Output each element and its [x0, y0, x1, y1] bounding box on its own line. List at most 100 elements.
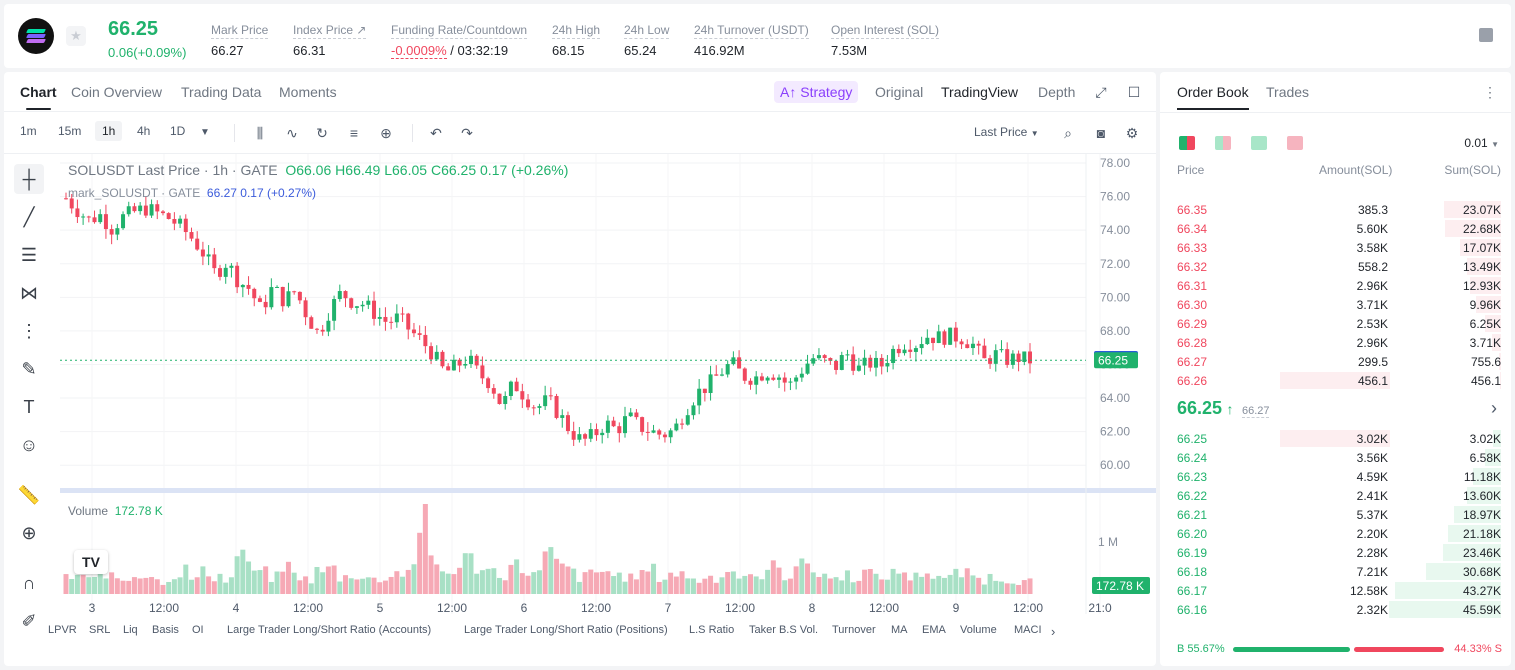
- ask-row[interactable]: 66.35 385.3 23.07K: [1160, 200, 1511, 219]
- ask-row[interactable]: 66.31 2.96K 12.93K: [1160, 276, 1511, 295]
- row-sum: 17.07K: [1462, 241, 1501, 255]
- ruler-icon[interactable]: 📏: [17, 485, 41, 505]
- bid-row[interactable]: 66.16 2.32K 45.59K: [1160, 600, 1511, 619]
- ask-row[interactable]: 66.33 3.58K 17.07K: [1160, 238, 1511, 257]
- favorite-star-icon[interactable]: ★: [66, 26, 86, 46]
- indicator-macd[interactable]: MACI: [1014, 624, 1042, 636]
- crosshair-icon[interactable]: ┼: [14, 164, 44, 194]
- fib-icon[interactable]: ⋮: [20, 321, 38, 341]
- view-both-icon[interactable]: [1179, 136, 1195, 150]
- strategy-button[interactable]: A↑ Strategy: [774, 81, 859, 103]
- indicator-ls-ratio[interactable]: L.S Ratio: [689, 624, 735, 636]
- ask-row[interactable]: 66.26 456.1 456.1: [1160, 371, 1511, 390]
- indicator-basis[interactable]: Basis: [152, 624, 179, 636]
- view-asks-icon[interactable]: [1287, 136, 1303, 150]
- timeframe-dropdown-icon[interactable]: ▼: [200, 127, 210, 138]
- tradingview-logo-icon[interactable]: TV: [74, 550, 108, 574]
- settings-gear-icon[interactable]: ⚙: [1125, 125, 1139, 141]
- candle-body: [993, 350, 998, 364]
- pattern-icon[interactable]: ⋈: [20, 283, 38, 303]
- chevron-right-icon[interactable]: ›: [1491, 398, 1497, 418]
- volume-bar: [171, 579, 177, 594]
- indicator-volume[interactable]: Volume: [960, 624, 997, 636]
- volume-bar: [143, 577, 149, 594]
- tab-trades[interactable]: Trades: [1266, 84, 1310, 100]
- precision-select[interactable]: 0.01 ▼: [1464, 136, 1499, 150]
- bid-row[interactable]: 66.18 7.21K 30.68K: [1160, 562, 1511, 581]
- timeframe-4h[interactable]: 4h: [137, 124, 151, 138]
- candle-type-icon[interactable]: ⫼: [256, 125, 264, 141]
- tab-chart[interactable]: Chart: [20, 84, 57, 110]
- emoji-icon[interactable]: ☺: [19, 435, 39, 455]
- edit-lock-icon[interactable]: ✐: [21, 611, 37, 631]
- templates-icon[interactable]: ≡: [349, 125, 359, 141]
- indicator-srl[interactable]: SRL: [89, 624, 111, 636]
- trend-line-icon[interactable]: ╱: [23, 207, 35, 227]
- ask-row[interactable]: 66.34 5.60K 22.68K: [1160, 219, 1511, 238]
- add-indicator-icon[interactable]: ⊕: [380, 125, 392, 141]
- horizontal-lines-icon[interactable]: ☰: [20, 245, 38, 265]
- candle-body: [1028, 351, 1032, 364]
- magnet-icon[interactable]: ∩: [22, 573, 36, 593]
- volume-bar: [428, 555, 434, 594]
- tab-trading-data[interactable]: Trading Data: [181, 84, 262, 100]
- more-options-icon[interactable]: ⋮: [1483, 84, 1497, 100]
- ask-row[interactable]: 66.30 3.71K 9.96K: [1160, 295, 1511, 314]
- volume-bar: [502, 580, 508, 594]
- view-bids-icon[interactable]: [1251, 136, 1267, 150]
- tab-original[interactable]: Original: [875, 84, 924, 100]
- price-type-select[interactable]: Last Price ▼: [974, 125, 1039, 139]
- bid-row[interactable]: 66.23 4.59K 11.18K: [1160, 467, 1511, 486]
- expand-icon[interactable]: ⤢: [1095, 84, 1107, 100]
- ask-row[interactable]: 66.32 558.2 13.49K: [1160, 257, 1511, 276]
- bid-row[interactable]: 66.25 3.02K 3.02K: [1160, 429, 1511, 448]
- guide-book-icon[interactable]: [1479, 28, 1493, 42]
- indicator-ema[interactable]: EMA: [922, 624, 946, 636]
- search-icon[interactable]: ⌕: [1064, 125, 1072, 141]
- indicator-taker-vol[interactable]: Taker B.S Vol.: [749, 624, 819, 636]
- window-icon[interactable]: ☐: [1127, 84, 1141, 100]
- indicator-ma[interactable]: MA: [891, 624, 908, 636]
- brush-icon[interactable]: ✎: [21, 359, 37, 379]
- indicator-oi[interactable]: OI: [192, 624, 204, 636]
- indicator-turnover[interactable]: Turnover: [832, 624, 876, 636]
- ask-row[interactable]: 66.28 2.96K 3.71K: [1160, 333, 1511, 352]
- camera-icon[interactable]: ◙: [1096, 125, 1106, 141]
- indicator-lt-positions[interactable]: Large Trader Long/Short Ratio (Positions…: [464, 624, 668, 636]
- bid-row[interactable]: 66.24 3.56K 6.58K: [1160, 448, 1511, 467]
- redo-icon[interactable]: ↷: [461, 125, 473, 141]
- view-split-icon[interactable]: [1215, 136, 1231, 150]
- tab-depth[interactable]: Depth: [1038, 84, 1076, 100]
- undo-icon[interactable]: ↶: [430, 125, 442, 141]
- chevron-right-icon[interactable]: ›: [1051, 624, 1056, 639]
- bid-row[interactable]: 66.22 2.41K 13.60K: [1160, 486, 1511, 505]
- zoom-in-icon[interactable]: ⊕: [21, 523, 37, 543]
- bid-row[interactable]: 66.17 12.58K 43.27K: [1160, 581, 1511, 600]
- timeframe-1m[interactable]: 1m: [20, 124, 37, 138]
- stat-mark-price: Mark Price 66.27: [211, 21, 269, 58]
- indicator-liq[interactable]: Liq: [123, 624, 138, 636]
- volume-bar: [320, 572, 326, 594]
- ask-row[interactable]: 66.29 2.53K 6.25K: [1160, 314, 1511, 333]
- tab-coin-overview[interactable]: Coin Overview: [71, 84, 163, 100]
- bid-row[interactable]: 66.21 5.37K 18.97K: [1160, 505, 1511, 524]
- tab-moments[interactable]: Moments: [279, 84, 337, 100]
- tab-order-book[interactable]: Order Book: [1177, 84, 1249, 110]
- stat-index-price[interactable]: Index Price ↗ 66.31: [293, 21, 367, 58]
- timeframe-15m[interactable]: 15m: [58, 124, 82, 138]
- bid-row[interactable]: 66.20 2.20K 21.18K: [1160, 524, 1511, 543]
- timeframe-1d[interactable]: 1D: [170, 124, 186, 138]
- timeframe-1h[interactable]: 1h: [95, 121, 123, 141]
- text-icon[interactable]: T: [23, 397, 35, 417]
- indicator-lpvr[interactable]: LPVR: [48, 624, 77, 636]
- ai-strategy-icon: A↑: [780, 84, 797, 100]
- replay-icon[interactable]: ↻: [316, 125, 328, 141]
- tab-tradingview[interactable]: TradingView: [941, 84, 1019, 100]
- chart-area[interactable]: 78.0076.0074.0072.0070.0068.0066.0064.00…: [60, 154, 1156, 666]
- stat-label: Mark Price: [211, 23, 269, 39]
- indicator-lt-accounts[interactable]: Large Trader Long/Short Ratio (Accounts): [227, 624, 432, 636]
- indicators-icon[interactable]: ∿: [286, 125, 298, 141]
- candlestick-chart[interactable]: 78.0076.0074.0072.0070.0068.0066.0064.00…: [60, 154, 1156, 624]
- ask-row[interactable]: 66.27 299.5 755.6: [1160, 352, 1511, 371]
- bid-row[interactable]: 66.19 2.28K 23.46K: [1160, 543, 1511, 562]
